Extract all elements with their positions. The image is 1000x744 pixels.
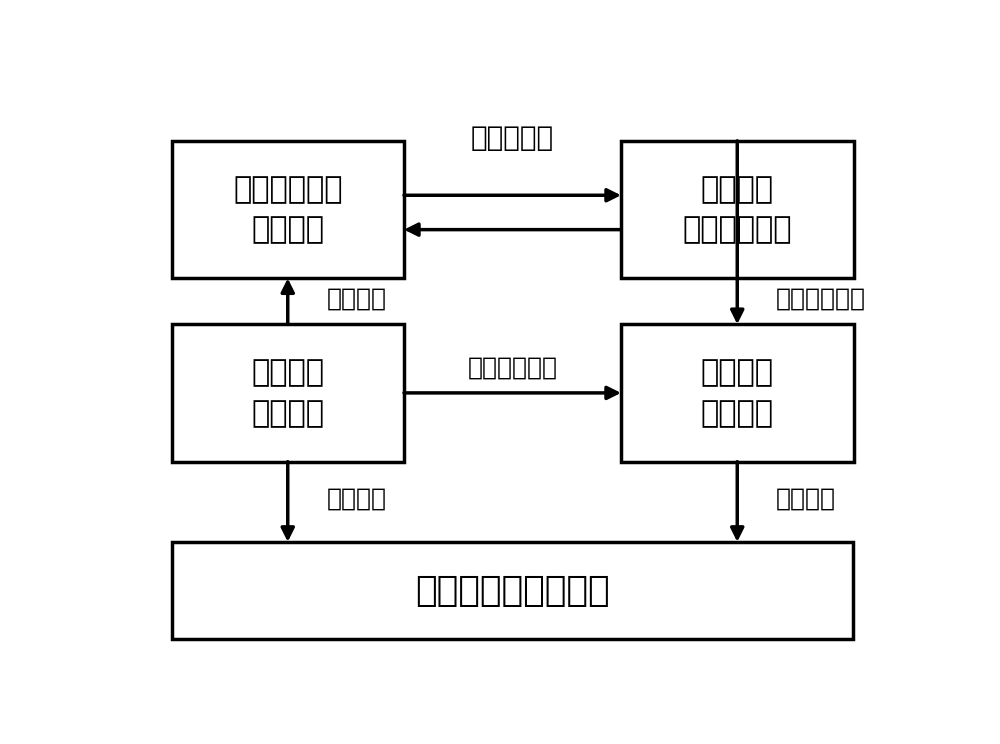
Bar: [172, 141, 404, 278]
Bar: [172, 542, 853, 639]
Text: 标志识别: 标志识别: [326, 487, 386, 511]
Text: 舱段实际
装配环境: 舱段实际 装配环境: [251, 358, 324, 428]
Text: 实测模型: 实测模型: [326, 286, 386, 310]
Text: 三维注册: 三维注册: [776, 487, 836, 511]
Text: 最优装配路径: 最优装配路径: [776, 286, 866, 310]
Text: 辅助装配
模型创建: 辅助装配 模型创建: [701, 358, 774, 428]
Text: 舱段虚拟装配
仿真环境: 舱段虚拟装配 仿真环境: [233, 175, 342, 244]
Text: 增强现实可视化设备: 增强现实可视化设备: [415, 574, 610, 608]
Text: 实际装配路径: 实际装配路径: [468, 355, 558, 379]
Bar: [621, 324, 854, 461]
Bar: [621, 141, 854, 278]
Bar: [172, 324, 404, 461]
Text: 装配路径
智能优化算法: 装配路径 智能优化算法: [682, 175, 792, 244]
Text: 通讯服务器: 通讯服务器: [471, 124, 554, 152]
